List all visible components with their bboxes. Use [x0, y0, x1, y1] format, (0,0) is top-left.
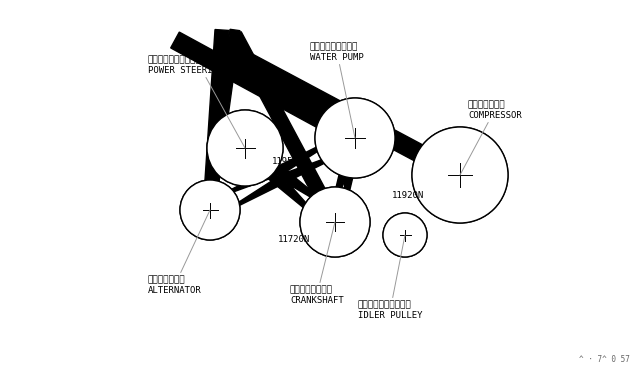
Text: 11920N: 11920N: [392, 192, 424, 201]
Polygon shape: [239, 141, 340, 229]
Polygon shape: [218, 40, 464, 183]
Circle shape: [412, 127, 508, 223]
Text: ^ · 7^ 0 57: ^ · 7^ 0 57: [579, 355, 630, 364]
Circle shape: [180, 180, 240, 240]
Polygon shape: [171, 32, 359, 146]
Polygon shape: [206, 130, 359, 218]
Text: クランクシャフト
CRANKSHAFT: クランクシャフト CRANKSHAFT: [290, 222, 344, 305]
Circle shape: [383, 213, 427, 257]
Text: アイドラー　プーリー
IDLER PULLEY: アイドラー プーリー IDLER PULLEY: [358, 235, 422, 320]
Polygon shape: [205, 29, 240, 211]
Text: オルタネーター
ALTERNATOR: オルタネーター ALTERNATOR: [148, 210, 210, 295]
Circle shape: [315, 98, 395, 178]
Text: コンプレッサー
COMPRESSOR: コンプレッサー COMPRESSOR: [460, 100, 522, 175]
Circle shape: [207, 110, 283, 186]
Text: 11950N: 11950N: [272, 157, 304, 167]
Circle shape: [412, 127, 508, 223]
Circle shape: [300, 187, 370, 257]
Circle shape: [207, 110, 283, 186]
Circle shape: [180, 180, 240, 240]
Text: ウォーター　ポンプ
WATER PUMP: ウォーター ポンプ WATER PUMP: [310, 42, 364, 138]
Text: 11720N: 11720N: [278, 235, 310, 244]
Text: パワーステアリング　ポンプ
POWER STEERING PUMP: パワーステアリング ポンプ POWER STEERING PUMP: [148, 55, 250, 148]
Circle shape: [315, 98, 395, 178]
Polygon shape: [328, 137, 362, 224]
Circle shape: [300, 187, 370, 257]
Circle shape: [383, 213, 427, 257]
Polygon shape: [229, 32, 341, 225]
Polygon shape: [203, 29, 229, 211]
